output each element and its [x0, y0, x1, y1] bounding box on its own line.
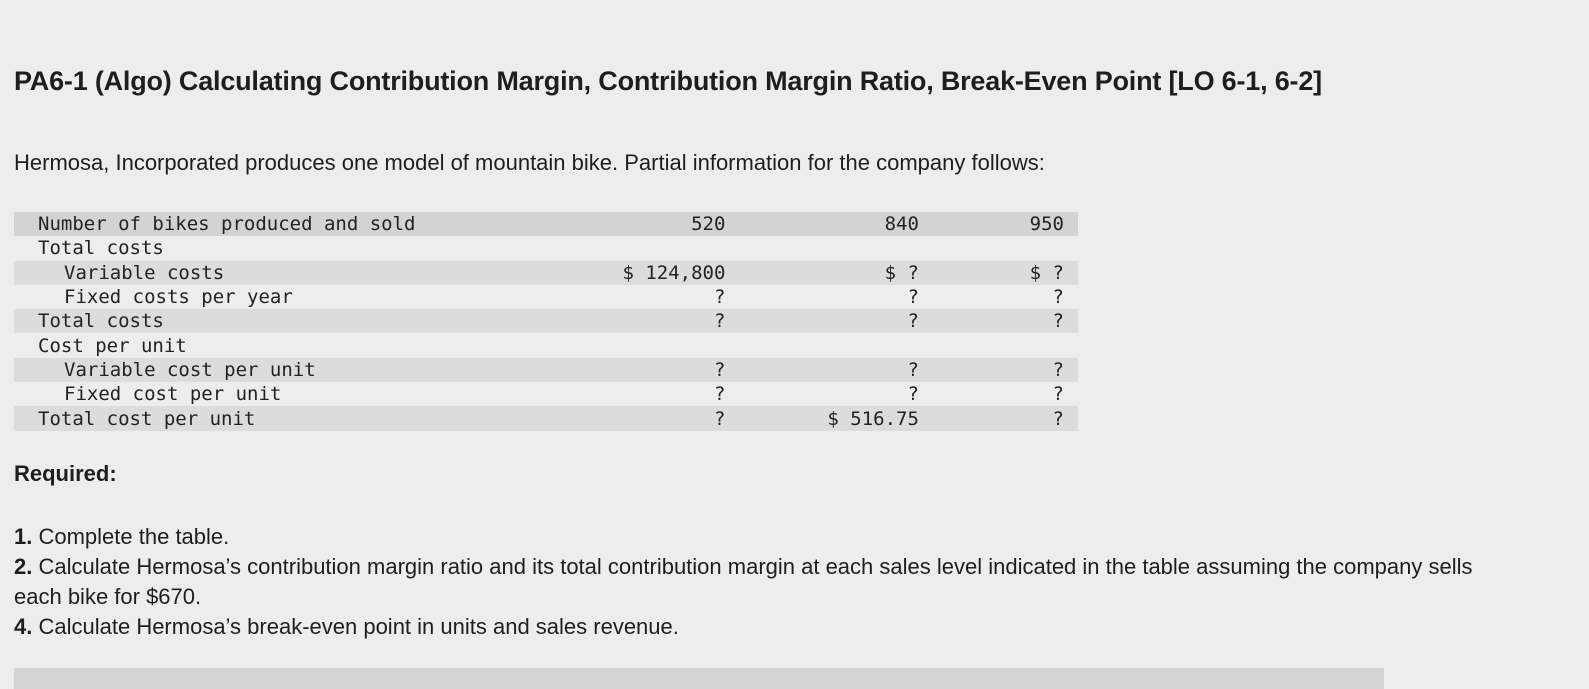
row-label: Variable costs [14, 260, 518, 285]
cell-520: ? [713, 286, 726, 309]
cost-table: Number of bikes produced and sold 520 84… [14, 212, 1078, 431]
cell-950 [919, 236, 1078, 260]
cell-520: $ 124,800 [517, 260, 726, 285]
page-title: PA6-1 (Algo) Calculating Contribution Ma… [14, 66, 1322, 96]
task-list: 1. Complete the table. 2. Calculate Herm… [14, 522, 1514, 642]
bottom-bar [14, 668, 1384, 689]
cell-950: 950 [918, 212, 1078, 237]
table-row: Variable cost per unit ? ? ? [14, 357, 1078, 383]
table-row: Total costs [14, 236, 1078, 260]
cell-950: ? [1052, 286, 1064, 309]
required-heading: Required: [14, 461, 117, 486]
cell-840: $ 516.75 [725, 406, 919, 431]
table-row: Variable costs $ 124,800 $ ? $ ? [14, 260, 1078, 285]
cell-520 [517, 236, 725, 260]
row-label: Fixed costs per year [64, 286, 293, 309]
cell-840 [725, 236, 918, 260]
table-row: Number of bikes produced and sold 520 84… [14, 212, 1078, 237]
list-item: 2. Calculate Hermosa’s contribution marg… [14, 552, 1514, 612]
cell-840: $ ? [725, 260, 919, 285]
row-label: Cost per unit [38, 334, 187, 357]
table-row: Fixed costs per year ? ? ? [14, 285, 1078, 309]
intro-text: Hermosa, Incorporated produces one model… [14, 150, 1045, 175]
row-label: Variable cost per unit [14, 357, 518, 383]
cell-950: ? [918, 309, 1078, 334]
list-item: 4. Calculate Hermosa’s break-even point … [14, 612, 1514, 642]
cell-840: ? [725, 357, 919, 383]
task-text: Complete the table. [38, 524, 230, 549]
cell-840: 840 [725, 212, 919, 237]
cell-950: ? [918, 406, 1078, 431]
task-text: Calculate Hermosa’s break-even point in … [38, 614, 679, 639]
table-row: Total costs ? ? ? [14, 309, 1078, 334]
cell-520: ? [713, 383, 726, 406]
table-row: Total cost per unit ? $ 516.75 ? [14, 406, 1078, 431]
cell-840: ? [907, 286, 919, 309]
cell-840: ? [907, 383, 919, 406]
row-label: Fixed cost per unit [64, 383, 282, 406]
cell-950: $ ? [918, 260, 1078, 285]
cell-840 [725, 333, 918, 357]
task-number: 4. [14, 614, 33, 639]
task-number: 2. [14, 554, 33, 579]
table-row: Fixed cost per unit ? ? ? [14, 382, 1078, 406]
cell-520: ? [517, 406, 726, 431]
task-text: Calculate Hermosa’s contribution margin … [14, 554, 1473, 609]
table-row: Cost per unit [14, 333, 1078, 357]
cell-950: ? [1052, 383, 1064, 406]
row-label: Number of bikes produced and sold [14, 212, 518, 237]
cell-840: ? [725, 309, 919, 334]
cell-520: ? [517, 357, 726, 383]
cell-520: 520 [517, 212, 726, 237]
task-number: 1. [14, 524, 33, 549]
row-label: Total costs [38, 237, 164, 260]
row-label: Total costs [14, 309, 518, 334]
cell-950 [919, 333, 1078, 357]
cell-520 [517, 333, 725, 357]
cell-520: ? [517, 309, 726, 334]
cell-950: ? [918, 357, 1078, 383]
row-label: Total cost per unit [14, 406, 518, 431]
list-item: 1. Complete the table. [14, 522, 1514, 552]
